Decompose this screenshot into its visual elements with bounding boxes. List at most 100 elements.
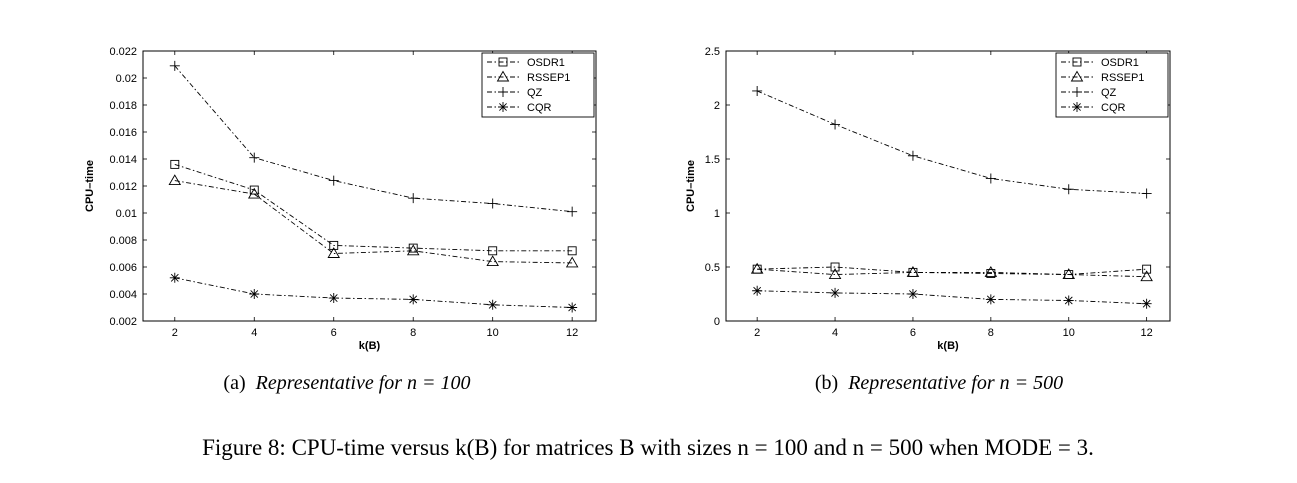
y-tick-label: 0.006: [109, 262, 137, 274]
x-tick-label: 4: [251, 327, 257, 339]
data-point-qz: [328, 175, 339, 186]
data-point-cqr: [169, 272, 180, 283]
x-axis-label: k(B): [359, 340, 381, 352]
legend-entry-qz: QZ: [487, 87, 543, 99]
x-tick-label: 12: [1141, 327, 1153, 339]
series-qz: [169, 60, 578, 217]
legend-marker-qz: [1072, 87, 1082, 97]
legend-box: [481, 52, 595, 118]
data-point-qz: [1063, 184, 1074, 195]
chart-b: 2 4 6 8 10 12 0 0.5 1 1.5 2 2.5 k(B) CPU–time OSDR1 RSS…: [685, 46, 1171, 352]
subcaption-b-prefix: (b): [815, 372, 838, 394]
x-tick-label: 10: [1063, 327, 1075, 339]
x-tick-label: 12: [566, 327, 578, 339]
y-tick-label: 0.012: [109, 181, 137, 193]
legend-entry-cqr: CQR: [487, 102, 552, 114]
x-tick-label: 6: [910, 327, 916, 339]
data-point-rssep1: [906, 266, 920, 277]
series-cqr: [752, 285, 1152, 309]
legend-entry-qz: QZ: [1061, 87, 1117, 99]
y-tick-label: 0.5: [705, 262, 720, 274]
y-tick-label: 0.018: [109, 100, 137, 112]
y-tick-label: 2: [714, 100, 720, 112]
series-line-cqr: [757, 290, 1147, 305]
series-line-rssep1: [174, 180, 573, 264]
y-tick-label: 0.01: [116, 208, 137, 220]
y-tick-label: 2.5: [705, 46, 720, 58]
data-point-qz: [567, 206, 578, 217]
subcaption-b-text: Representative for n = 500: [847, 372, 1063, 394]
series-cqr: [169, 272, 578, 313]
legend: OSDR1 RSSEP1 QZ CQR: [481, 52, 595, 118]
plot-frame: [725, 50, 1171, 322]
data-point-rssep1: [750, 262, 764, 274]
data-point-cqr: [249, 289, 260, 299]
data-point-rssep1: [168, 174, 182, 186]
legend-label: QZ: [1101, 87, 1117, 99]
series-qz: [752, 85, 1152, 199]
legend-label: CQR: [1101, 102, 1126, 114]
data-point-cqr: [1141, 298, 1152, 309]
data-point-rssep1: [984, 266, 998, 277]
data-point-osdr1: [488, 246, 498, 256]
data-point-cqr: [567, 302, 578, 313]
legend-entry-osdr1: OSDR1: [487, 57, 565, 69]
y-tick-label: 0.004: [109, 289, 137, 301]
x-tick-label: 6: [331, 327, 337, 339]
legend-marker-rssep1: [1070, 70, 1084, 82]
data-point-cqr: [1063, 295, 1074, 306]
chart-a: 2 4 6 8 10 12 0.002 0.004 0.006 0.008 0.01 0.012 0.0…: [84, 46, 597, 352]
series-line-qz: [174, 65, 573, 213]
data-point-qz: [907, 150, 918, 161]
series-rssep1: [750, 262, 1153, 282]
legend-entry-osdr1: OSDR1: [1061, 57, 1139, 69]
legend-marker-cqr: [498, 102, 508, 112]
data-point-osdr1: [567, 246, 577, 256]
legend-marker-osdr1: [498, 57, 508, 67]
x-tick-label: 8: [988, 327, 994, 339]
data-point-osdr1: [170, 159, 180, 169]
legend-marker-rssep1: [496, 70, 510, 82]
legend-entry-rssep1: RSSEP1: [487, 70, 570, 84]
data-point-qz: [249, 152, 260, 163]
legend: OSDR1 RSSEP1 QZ CQR: [1055, 52, 1169, 118]
data-point-cqr: [830, 287, 841, 298]
y-tick-label: 0.008: [109, 235, 137, 247]
x-tick-label: 10: [487, 327, 499, 339]
data-point-rssep1: [565, 256, 579, 268]
y-tick-label: 0.02: [116, 73, 137, 85]
data-point-rssep1: [406, 244, 420, 256]
data-point-qz: [752, 85, 763, 96]
legend-label: CQR: [527, 102, 552, 114]
legend-entry-cqr: CQR: [1061, 102, 1126, 114]
series-line-osdr1: [757, 266, 1147, 276]
x-tick-label: 2: [754, 327, 760, 339]
data-point-osdr1: [1142, 264, 1152, 274]
y-tick-label: 0.016: [109, 127, 137, 139]
data-point-rssep1: [247, 187, 261, 199]
data-point-qz: [1141, 188, 1152, 199]
data-point-cqr: [752, 285, 763, 296]
series-rssep1: [168, 174, 579, 268]
subcaption-a-prefix: (a): [223, 372, 245, 394]
y-tick-label: 0.002: [109, 316, 137, 328]
y-tick-label: 1.5: [705, 154, 720, 166]
series-line-rssep1: [757, 268, 1147, 278]
figure-caption: Figure 8: CPU-time versus k(B) for matri…: [202, 435, 1094, 460]
data-point-rssep1: [327, 247, 341, 258]
legend-label: RSSEP1: [527, 72, 570, 84]
data-point-osdr1: [408, 243, 418, 253]
y-tick-label: 0.022: [109, 46, 137, 58]
data-point-qz: [487, 198, 498, 209]
x-tick-label: 2: [172, 327, 178, 339]
x-tick-label: 8: [410, 327, 416, 339]
data-point-qz: [408, 193, 419, 204]
x-tick-label: 4: [832, 327, 838, 339]
data-point-osdr1: [329, 240, 339, 250]
series-line-cqr: [174, 277, 573, 308]
data-point-rssep1: [1140, 270, 1153, 282]
legend-label: OSDR1: [527, 57, 565, 69]
legend-marker-cqr: [1072, 102, 1082, 112]
legend-label: RSSEP1: [1101, 72, 1144, 84]
